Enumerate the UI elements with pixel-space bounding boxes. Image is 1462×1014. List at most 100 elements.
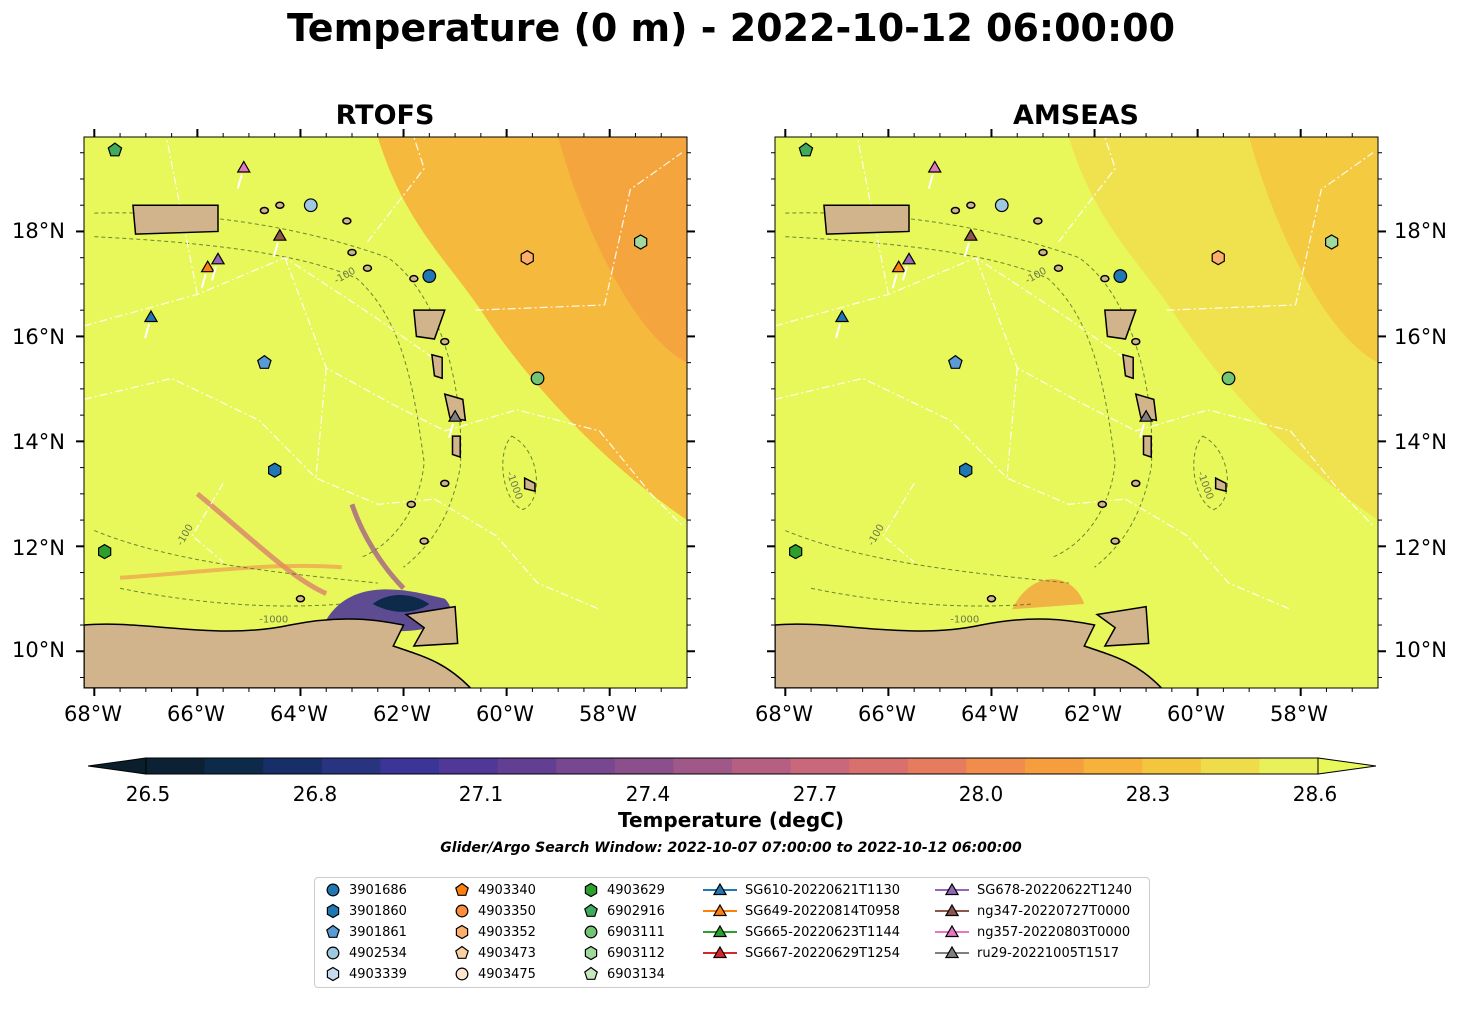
cool-filament <box>349 503 406 591</box>
venezuela-coast <box>775 618 1163 688</box>
small-island <box>275 201 285 209</box>
legend-item: 3901860 <box>325 902 407 920</box>
marker-ng347-20220727T0000 <box>963 228 978 241</box>
contour-label: -1000 <box>259 614 288 625</box>
lon-label: 62°W <box>373 702 431 726</box>
colorbar-tick: 28.6 <box>1292 782 1338 806</box>
dominica <box>431 353 443 380</box>
guadeloupe <box>1104 309 1137 340</box>
trinidad <box>1095 605 1150 647</box>
marker-SG678-20220622T1240 <box>210 252 226 265</box>
lat-label: 18°N <box>12 219 65 243</box>
legend-marker <box>944 882 960 896</box>
colorbar-tick: 27.7 <box>792 782 838 806</box>
marker-6902916 <box>107 142 123 157</box>
legend-item: 4903350 <box>454 902 536 920</box>
legend-marker <box>712 924 728 938</box>
temperature-field <box>119 137 687 632</box>
circle-marker-icon <box>326 883 340 897</box>
marker-6903112 <box>633 234 648 250</box>
legend-marker <box>584 903 598 917</box>
small-island <box>347 248 357 257</box>
lon-label: 66°W <box>167 702 225 726</box>
colorbar-segment <box>1083 758 1143 774</box>
pentagon-marker-icon <box>455 882 469 896</box>
small-island <box>342 217 352 225</box>
small-island <box>1100 274 1110 283</box>
small-island <box>1033 217 1043 225</box>
small-island <box>966 201 976 209</box>
circle-marker-icon <box>455 904 469 918</box>
colorbar-segment <box>1025 758 1085 774</box>
landmasses <box>775 201 1227 688</box>
legend-item: SG678-20220622T1240 <box>935 881 1132 899</box>
lat-label: 16°N <box>12 325 65 349</box>
lon-label: 58°W <box>1270 702 1328 726</box>
legend-item: ru29-20221005T1517 <box>935 944 1119 962</box>
marker-4902534 <box>303 198 318 213</box>
legend-item: SG649-20220814T0958 <box>703 902 900 920</box>
lon-label: 66°W <box>858 702 916 726</box>
map-rtofs: -1000-1000-100-100 <box>84 137 687 688</box>
marker-3901860 <box>268 462 282 478</box>
pentagon-marker-icon <box>584 903 598 917</box>
marker-SG649-20220814T0958 <box>200 260 215 273</box>
small-island <box>986 595 997 603</box>
legend-marker <box>326 946 340 960</box>
marker-6903111 <box>530 371 545 386</box>
hexagon-marker-icon <box>455 924 469 940</box>
marker-4902534 <box>994 198 1009 213</box>
marker-3901686 <box>422 269 437 283</box>
legend-marker <box>944 924 960 938</box>
colorbar-segment <box>673 758 733 774</box>
lat-label: 10°N <box>1394 638 1447 662</box>
small-island <box>1097 500 1108 509</box>
marker-ru29-20221005T1517 <box>1138 409 1154 422</box>
marker-4903629 <box>789 543 803 560</box>
cool-filament <box>195 491 328 596</box>
legend-item: ng357-20220803T0000 <box>935 923 1130 941</box>
lon-label: 64°W <box>961 702 1019 726</box>
legend-item: 6903111 <box>583 923 665 941</box>
warmest-water-region <box>1249 137 1378 363</box>
puerto-rico <box>132 204 219 235</box>
small-island <box>419 537 429 545</box>
bathymetry-contours <box>94 212 537 607</box>
eez-boundaries <box>775 137 1374 610</box>
marker-3901861 <box>256 354 272 369</box>
colorbar <box>88 757 1376 775</box>
circle-marker-icon <box>584 925 598 939</box>
hexagon-marker-icon <box>326 903 340 919</box>
legend-item: 3901861 <box>325 923 407 941</box>
colorbar-frame <box>145 757 1319 775</box>
colorbar-segment <box>966 758 1026 774</box>
small-island <box>1038 248 1048 257</box>
warm-plume <box>1012 579 1085 610</box>
colorbar-tick: 28.3 <box>1125 782 1171 806</box>
lon-label: 68°W <box>64 702 122 726</box>
colorbar-segment <box>907 758 967 774</box>
legend-marker <box>944 945 960 959</box>
triangle-line-marker-icon <box>703 882 737 896</box>
observation-markers <box>789 142 1339 560</box>
colorbar-segment <box>556 758 616 774</box>
legend-item: 4903473 <box>454 944 536 962</box>
cold-core <box>372 594 430 612</box>
pentagon-marker-icon <box>455 945 469 959</box>
marker-6903112 <box>1324 234 1339 250</box>
small-island <box>295 595 306 603</box>
legend: 3901686 3901860 3901861 4902534 4903339 … <box>314 877 1150 988</box>
small-island <box>440 337 450 346</box>
legend-marker <box>944 903 960 917</box>
legend-marker <box>712 882 728 896</box>
colorbar-segment <box>321 758 381 774</box>
marker-3901860 <box>959 462 973 478</box>
triangle-line-marker-icon <box>935 903 969 917</box>
small-island <box>409 274 419 283</box>
lon-label: 58°W <box>579 702 637 726</box>
marker-ru29-20221005T1517 <box>447 409 463 422</box>
marker-SG649-20220814T0958 <box>891 260 906 273</box>
axes-frame <box>774 136 1379 689</box>
marker-ng347-20220727T0000 <box>272 228 287 241</box>
marker-6902916 <box>798 142 814 157</box>
